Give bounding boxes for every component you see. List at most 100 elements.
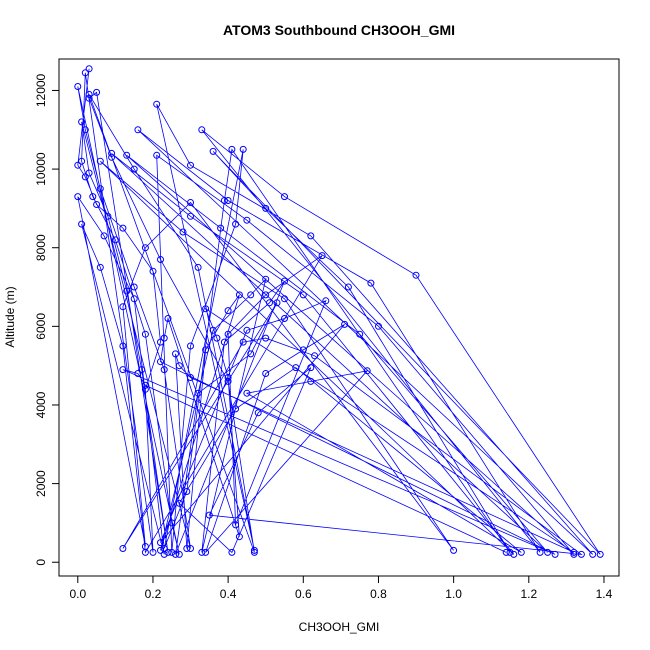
- data-point: [85, 90, 93, 98]
- data-point: [202, 305, 210, 313]
- data-point: [104, 212, 112, 220]
- data-point: [262, 275, 270, 283]
- data-point: [281, 193, 288, 201]
- data-point: [262, 334, 270, 342]
- data-point: [273, 299, 281, 307]
- data-point: [130, 165, 138, 173]
- data-point: [179, 228, 187, 236]
- data-point: [243, 389, 251, 397]
- data-point: [243, 326, 251, 334]
- data-point: [89, 193, 97, 201]
- data-point: [299, 346, 307, 354]
- data-point: [187, 374, 194, 381]
- x-tick-label: 1.0: [445, 587, 462, 601]
- data-point: [510, 550, 518, 558]
- data-point: [250, 548, 258, 556]
- plot-area: [74, 65, 604, 558]
- y-tick-label: 4000: [34, 391, 48, 418]
- data-point: [96, 185, 104, 193]
- data-point: [243, 216, 251, 224]
- data-point: [160, 550, 168, 558]
- data-point: [164, 315, 172, 322]
- series-line: [77, 68, 601, 555]
- data-point: [220, 197, 228, 204]
- data-point: [450, 546, 458, 554]
- data-point: [344, 283, 352, 291]
- data-point: [194, 389, 202, 397]
- data-point: [307, 364, 315, 372]
- data-point: [119, 342, 127, 350]
- series-altitude-profile: [74, 65, 604, 558]
- data-point: [187, 342, 194, 350]
- data-point: [224, 330, 232, 338]
- y-tick-label: 2000: [34, 470, 48, 497]
- data-point: [224, 307, 232, 315]
- data-point: [81, 69, 89, 77]
- data-point: [78, 157, 86, 165]
- data-point: [224, 197, 232, 204]
- x-axis-label: CH3OOH_GMI: [299, 620, 380, 634]
- data-point: [175, 499, 183, 507]
- data-point: [93, 88, 101, 96]
- y-tick-label: 6000: [34, 313, 48, 340]
- data-point: [209, 147, 217, 155]
- data-point: [141, 381, 149, 389]
- data-point: [85, 94, 93, 102]
- data-point: [311, 352, 319, 360]
- x-axis: 0.0 0.2 0.4 0.6 0.8 1.0 1.2 1.4: [69, 575, 613, 601]
- data-point: [570, 550, 578, 558]
- data-point: [108, 153, 116, 161]
- y-axis-label: Altitude (m): [3, 286, 17, 347]
- data-point: [375, 322, 382, 330]
- data-point: [119, 366, 127, 374]
- data-point: [589, 550, 597, 558]
- data-point: [160, 334, 168, 342]
- y-tick-label: 10000: [34, 152, 48, 186]
- data-point: [172, 350, 179, 358]
- data-point: [175, 550, 183, 558]
- data-point: [119, 224, 127, 232]
- data-point: [81, 126, 89, 134]
- data-point: [141, 244, 149, 252]
- data-point: [93, 201, 101, 208]
- data-point: [141, 548, 149, 556]
- data-point: [183, 545, 191, 552]
- data-point: [168, 548, 176, 556]
- y-tick-label: 12000: [34, 73, 48, 107]
- data-point: [239, 145, 247, 153]
- data-point: [130, 295, 138, 303]
- x-tick-label: 0.0: [69, 587, 86, 601]
- data-point: [187, 212, 194, 220]
- data-point: [187, 545, 194, 552]
- data-point: [141, 385, 149, 393]
- data-point: [318, 252, 326, 260]
- x-tick-label: 0.4: [220, 587, 237, 601]
- data-point: [307, 377, 315, 385]
- data-point: [536, 548, 544, 556]
- data-point: [168, 519, 176, 527]
- data-point: [235, 291, 243, 299]
- data-point: [363, 367, 371, 375]
- y-axis: 0 2000 4000 6000 8000 10000 12000: [34, 73, 60, 566]
- data-point: [153, 100, 161, 108]
- data-point: [217, 224, 225, 232]
- data-point: [577, 550, 585, 558]
- y-tick-label: 8000: [34, 234, 48, 261]
- data-point: [281, 277, 288, 285]
- data-point: [74, 83, 82, 90]
- data-point: [307, 232, 315, 240]
- data-point: [367, 279, 375, 287]
- data-point: [209, 326, 217, 334]
- data-point: [262, 204, 270, 212]
- data-point: [570, 548, 578, 556]
- data-point: [198, 548, 206, 556]
- x-tick-label: 0.6: [295, 587, 312, 601]
- data-point: [247, 291, 255, 299]
- data-point: [187, 199, 194, 206]
- data-point: [281, 315, 288, 322]
- data-point: [341, 320, 349, 328]
- data-point: [96, 263, 104, 271]
- data-point: [160, 366, 168, 374]
- data-point: [224, 377, 232, 385]
